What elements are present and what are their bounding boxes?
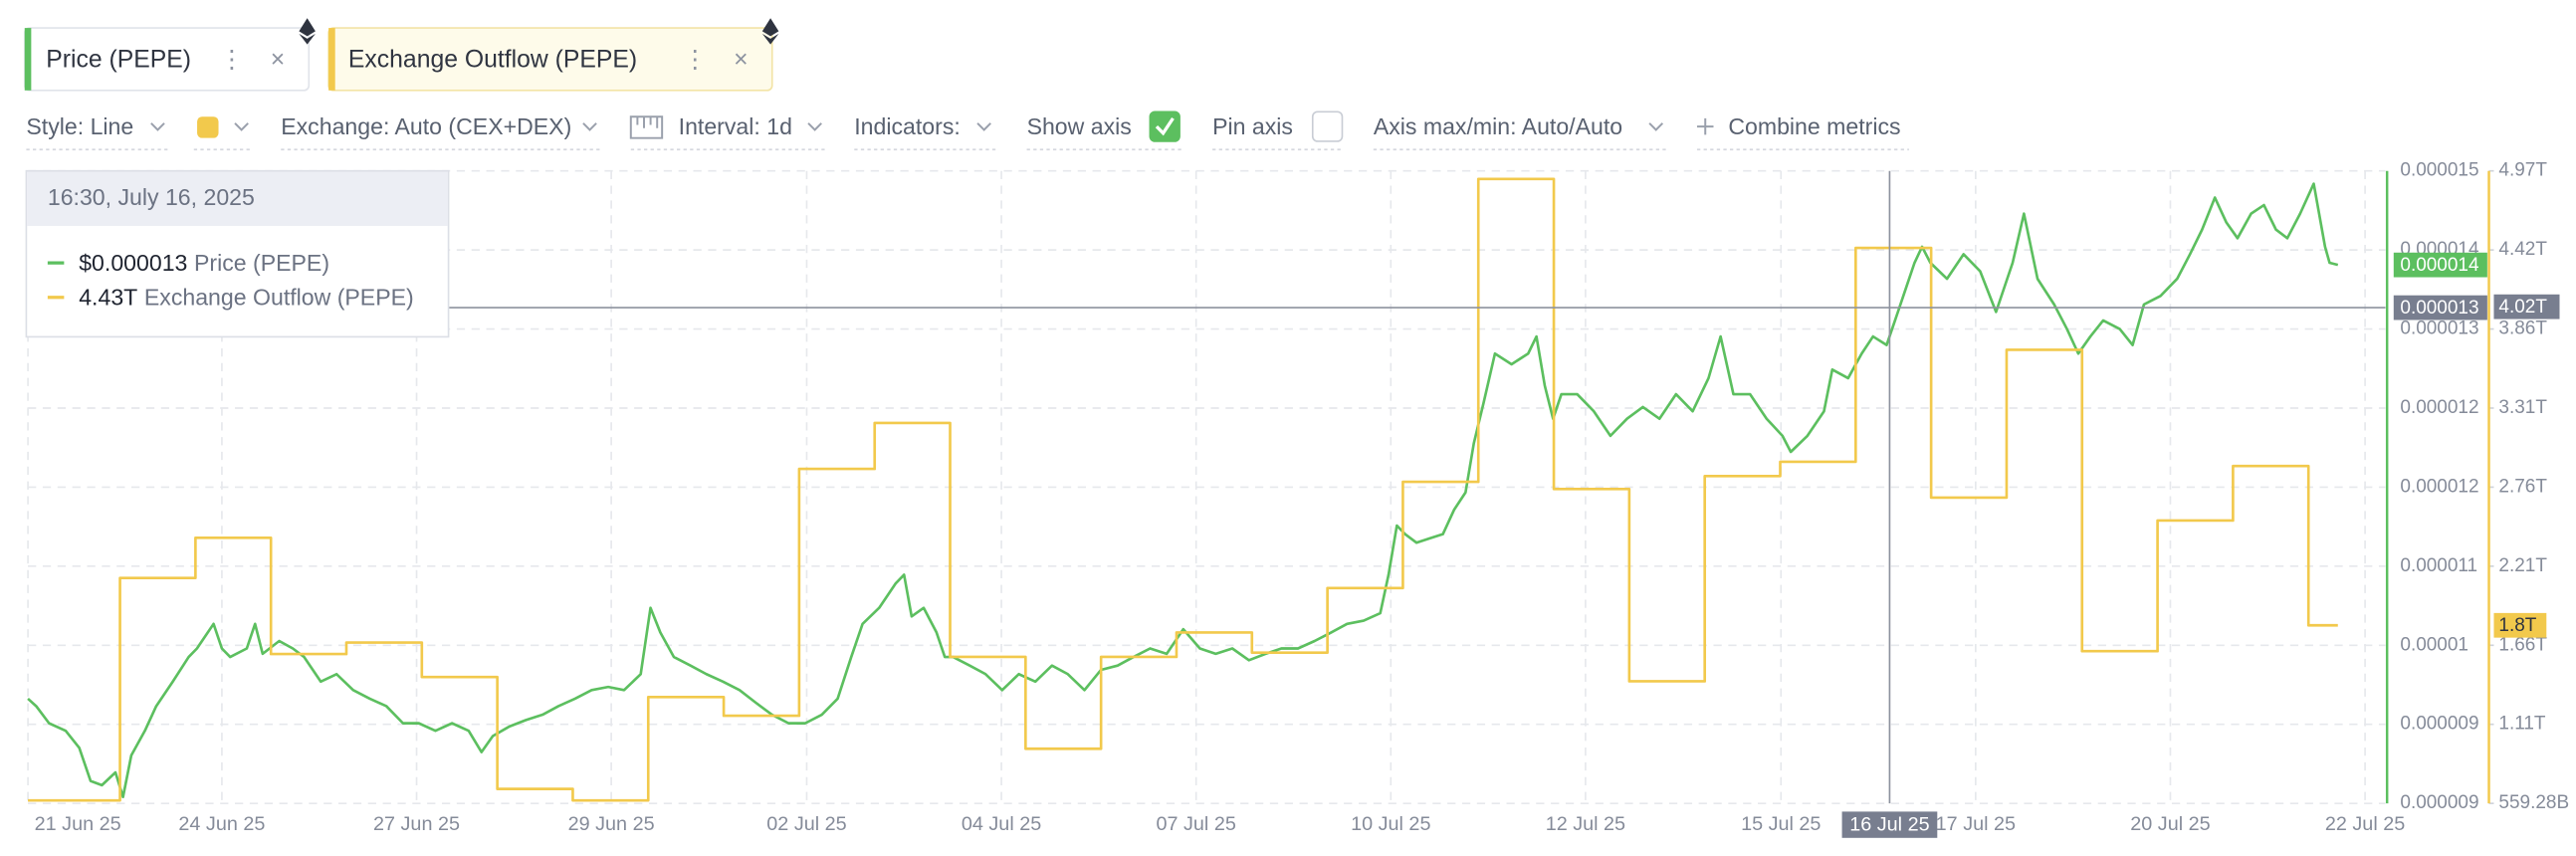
x-tick-label: 21 Jun 25: [35, 813, 121, 835]
tooltip-row: $0.000013 Price (PEPE): [79, 250, 329, 276]
tooltip-title: 16:30, July 16, 2025: [48, 184, 255, 210]
y2-tick-label: 1.66T: [2498, 634, 2547, 655]
tab-close-icon[interactable]: ×: [271, 47, 285, 74]
y2-tick-label: 1.11T: [2498, 714, 2546, 735]
chevron[interactable]: [976, 122, 991, 131]
y-tick-label: 0.000012: [2400, 397, 2478, 418]
step-line: [28, 177, 2338, 802]
x-tick-label: 07 Jul 25: [1157, 813, 1236, 835]
tooltip-row: 4.43T Exchange Outflow (PEPE): [79, 285, 414, 311]
y-tick-label: 0.000011: [2400, 555, 2477, 576]
color-select[interactable]: [197, 116, 219, 138]
tab-color-bar: [328, 28, 335, 91]
y2-tick-label: 559.28B: [2498, 792, 2569, 813]
combine-metrics[interactable]: Combine metrics: [1728, 113, 1900, 139]
chevron[interactable]: [807, 122, 822, 131]
show-axis-label[interactable]: Show axis: [1027, 113, 1132, 139]
x-tick-label: 29 Jun 25: [568, 813, 655, 835]
checkmark: [1155, 116, 1175, 136]
plot: 0.000009 0.000009 0.00001 0.000011 0.000012 0…: [27, 160, 2569, 838]
x-tick-label: 20 Jul 25: [2130, 813, 2210, 835]
tooltip: 16:30, July 16, 2025 $0.000013 Price (PEP…: [25, 169, 450, 338]
crosshair-x-box: [1841, 811, 1938, 838]
tab-menu-icon[interactable]: ⋮: [683, 47, 708, 74]
y2-tick-label: 2.21T: [2498, 555, 2547, 576]
chevron[interactable]: [234, 122, 249, 131]
y-tick-label: 0.000012: [2400, 476, 2478, 497]
tooltip-header: [27, 171, 448, 226]
line: [27, 182, 2339, 799]
x-tick-label: 02 Jul 25: [766, 813, 846, 835]
checkbox[interactable]: [1149, 110, 1181, 142]
style-select[interactable]: Style: Line: [26, 113, 133, 139]
chevron[interactable]: [582, 122, 597, 131]
interval-select[interactable]: Interval: 1d: [679, 113, 792, 139]
x-tick-label: 22 Jul 25: [2325, 813, 2405, 835]
pin-axis-label[interactable]: Pin axis: [1212, 113, 1293, 139]
tab-label: Price (PEPE): [46, 47, 191, 74]
x-tick-label: 17 Jul 25: [1936, 813, 2016, 835]
chevron[interactable]: [1648, 122, 1664, 131]
y2-tick-label: 4.97T: [2498, 160, 2547, 181]
crosshair-y2-box: [2493, 294, 2560, 320]
y-tick-label: 0.000015: [2400, 160, 2478, 181]
crosshair-y2-label: 4.02T: [2498, 297, 2547, 318]
x-tick-label: 12 Jul 25: [1546, 813, 1625, 835]
metric-tab[interactable]: Price (PEPE) ⋮ ×: [23, 18, 316, 92]
tab-color-bar: [24, 28, 32, 91]
x-tick-label: 24 Jun 25: [178, 813, 265, 835]
checkbox[interactable]: [1311, 110, 1344, 142]
exchange-select[interactable]: Exchange: Auto (CEX+DEX): [281, 113, 571, 139]
chevron[interactable]: [150, 122, 165, 131]
tooltip-metric: Price (PEPE): [194, 250, 329, 276]
tab-close-icon[interactable]: ×: [734, 47, 748, 74]
y2-tick-label: 4.42T: [2498, 239, 2547, 260]
last-value-box: [2493, 612, 2547, 638]
y2-tick-label: 2.76T: [2498, 476, 2547, 497]
x-tick-label: 15 Jul 25: [1741, 813, 1821, 835]
x-tick-label: 10 Jul 25: [1351, 813, 1430, 835]
crosshair-y-label: 0.000013: [2400, 298, 2478, 319]
indicators-select[interactable]: Indicators:: [854, 113, 961, 139]
x-tick-label: 27 Jun 25: [373, 813, 460, 835]
tooltip-value: 4.43T: [79, 285, 137, 311]
toolbar-icons: [150, 115, 1714, 139]
last-value-label: 0.000014: [2400, 255, 2478, 276]
metric-tab[interactable]: Exchange Outflow (PEPE) ⋮ ×: [327, 18, 779, 92]
y2-tick-label: 3.86T: [2498, 319, 2547, 339]
y-tick-label: 0.000013: [2400, 319, 2478, 339]
plus-icon: [1696, 117, 1714, 135]
x-tick-label: 04 Jul 25: [962, 813, 1041, 835]
crosshair-y-box: [2393, 295, 2487, 321]
last-value-label: 1.8T: [2498, 615, 2536, 636]
axis-range-select[interactable]: Axis max/min: Auto/Auto: [1374, 113, 1622, 139]
interval-icon: [629, 115, 664, 139]
y-tick-label: 0.000009: [2400, 792, 2478, 813]
tab-label: Exchange Outflow (PEPE): [348, 47, 637, 74]
tab-menu-icon[interactable]: ⋮: [219, 47, 244, 74]
tooltip-metric: Exchange Outflow (PEPE): [144, 285, 414, 311]
tooltip-value: $0.000013: [79, 250, 187, 276]
crosshair-x-label: 16 Jul 25: [1849, 814, 1929, 836]
last-value-box: [2393, 252, 2487, 278]
y2-tick-label: 3.31T: [2498, 397, 2547, 418]
y-tick-label: 0.00001: [2400, 634, 2469, 655]
y-tick-label: 0.000009: [2400, 714, 2478, 735]
